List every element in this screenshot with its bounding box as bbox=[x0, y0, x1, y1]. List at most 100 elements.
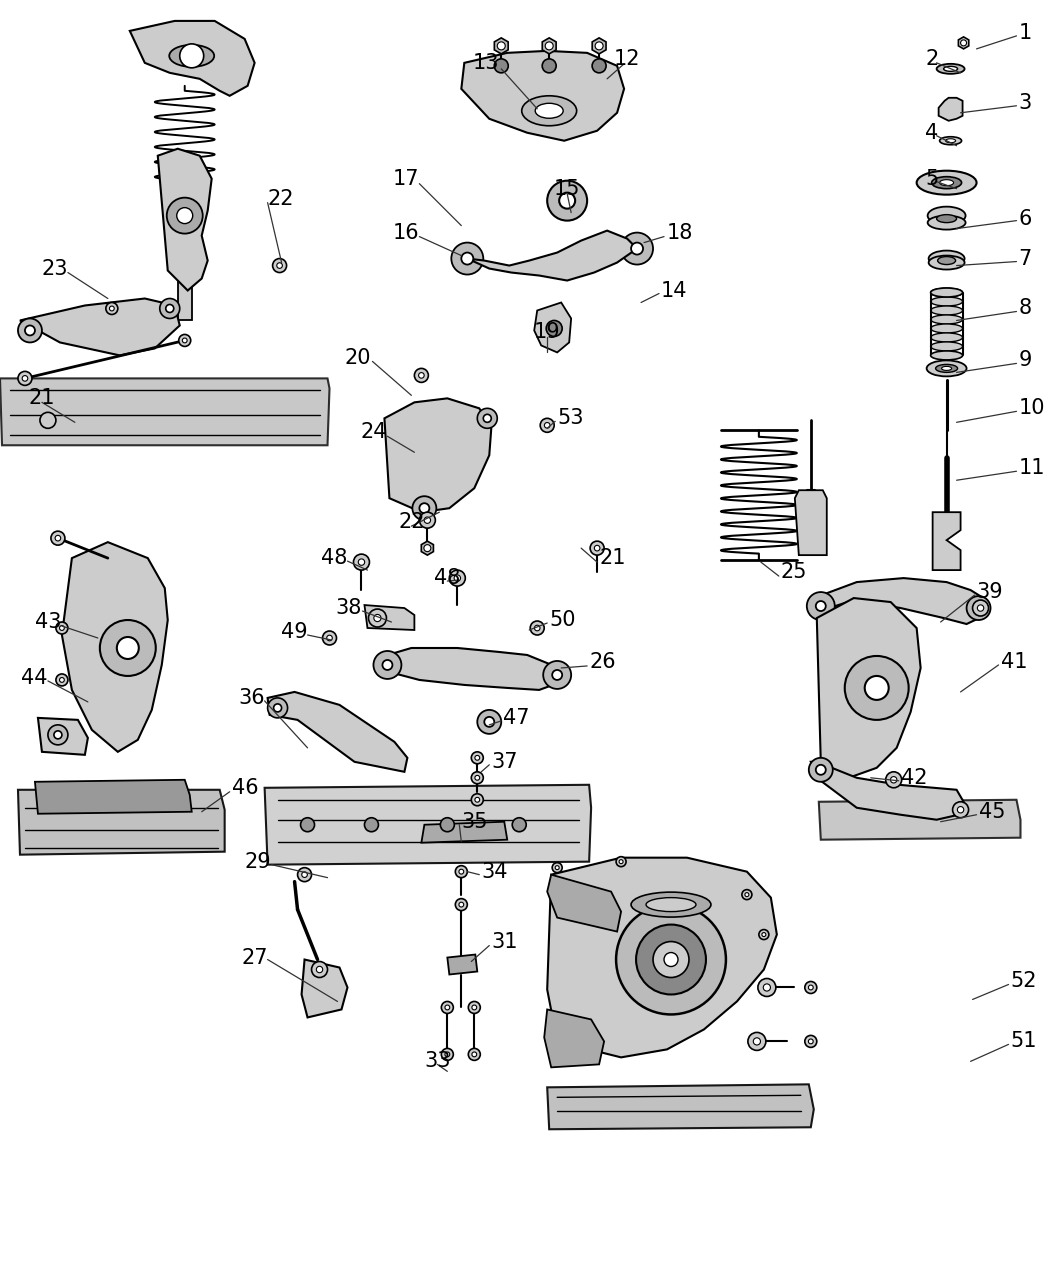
Ellipse shape bbox=[937, 64, 965, 74]
Circle shape bbox=[354, 555, 369, 570]
Ellipse shape bbox=[930, 333, 963, 342]
Circle shape bbox=[592, 59, 606, 73]
Circle shape bbox=[472, 1052, 476, 1057]
Circle shape bbox=[484, 414, 491, 422]
Circle shape bbox=[809, 757, 833, 782]
Ellipse shape bbox=[928, 251, 965, 266]
Text: 4: 4 bbox=[925, 122, 939, 143]
Circle shape bbox=[451, 242, 484, 274]
Circle shape bbox=[485, 717, 494, 727]
Circle shape bbox=[844, 655, 908, 720]
Circle shape bbox=[757, 978, 776, 997]
Text: 13: 13 bbox=[473, 52, 499, 73]
Text: 27: 27 bbox=[241, 947, 267, 968]
Circle shape bbox=[664, 952, 678, 966]
Circle shape bbox=[475, 775, 479, 780]
Ellipse shape bbox=[631, 892, 711, 917]
Circle shape bbox=[748, 1033, 766, 1051]
Polygon shape bbox=[811, 578, 986, 623]
Text: 24: 24 bbox=[361, 422, 387, 442]
Text: 6: 6 bbox=[1019, 209, 1032, 228]
Ellipse shape bbox=[938, 256, 956, 264]
Circle shape bbox=[544, 422, 550, 428]
Circle shape bbox=[961, 40, 966, 46]
Circle shape bbox=[543, 660, 571, 689]
Polygon shape bbox=[593, 38, 606, 54]
Polygon shape bbox=[959, 37, 969, 48]
Text: 19: 19 bbox=[534, 323, 560, 343]
Circle shape bbox=[952, 802, 968, 817]
Text: 38: 38 bbox=[335, 598, 362, 618]
Circle shape bbox=[542, 59, 556, 73]
Circle shape bbox=[477, 710, 501, 734]
Text: 36: 36 bbox=[238, 688, 264, 708]
Text: 37: 37 bbox=[491, 752, 518, 771]
Circle shape bbox=[616, 857, 626, 867]
Text: 18: 18 bbox=[667, 223, 693, 242]
Circle shape bbox=[636, 924, 706, 994]
Text: 12: 12 bbox=[614, 48, 640, 69]
Circle shape bbox=[53, 731, 62, 738]
Circle shape bbox=[273, 259, 286, 273]
Ellipse shape bbox=[928, 255, 965, 269]
Ellipse shape bbox=[937, 214, 957, 223]
Polygon shape bbox=[817, 598, 921, 778]
Ellipse shape bbox=[942, 366, 951, 371]
Circle shape bbox=[445, 1005, 450, 1010]
Circle shape bbox=[176, 208, 193, 223]
Circle shape bbox=[758, 929, 769, 940]
Ellipse shape bbox=[930, 324, 963, 333]
Text: 15: 15 bbox=[554, 179, 580, 199]
Text: 25: 25 bbox=[780, 562, 808, 583]
Ellipse shape bbox=[932, 177, 962, 189]
Circle shape bbox=[166, 305, 174, 312]
Text: 29: 29 bbox=[245, 852, 272, 872]
Circle shape bbox=[277, 263, 282, 268]
Circle shape bbox=[48, 725, 68, 745]
Circle shape bbox=[420, 504, 429, 513]
Circle shape bbox=[595, 42, 603, 50]
Circle shape bbox=[60, 677, 64, 682]
Text: 53: 53 bbox=[557, 408, 583, 428]
Text: 21: 21 bbox=[28, 389, 56, 408]
Text: 11: 11 bbox=[1019, 458, 1045, 478]
Circle shape bbox=[56, 536, 61, 541]
Text: 43: 43 bbox=[36, 612, 62, 632]
Polygon shape bbox=[422, 821, 508, 843]
Polygon shape bbox=[933, 513, 961, 570]
Circle shape bbox=[442, 1048, 453, 1061]
Polygon shape bbox=[548, 1084, 814, 1130]
Polygon shape bbox=[267, 692, 407, 771]
Text: 46: 46 bbox=[232, 778, 258, 798]
Polygon shape bbox=[0, 379, 329, 445]
Circle shape bbox=[116, 638, 138, 659]
Circle shape bbox=[267, 697, 287, 718]
Circle shape bbox=[420, 513, 435, 528]
Text: 47: 47 bbox=[504, 708, 530, 728]
Circle shape bbox=[454, 575, 461, 581]
Ellipse shape bbox=[940, 180, 954, 186]
Circle shape bbox=[805, 982, 817, 993]
Circle shape bbox=[477, 408, 497, 428]
Text: 44: 44 bbox=[21, 668, 48, 688]
Circle shape bbox=[298, 868, 312, 881]
Circle shape bbox=[547, 320, 562, 337]
Circle shape bbox=[419, 372, 424, 379]
Polygon shape bbox=[939, 98, 963, 121]
Polygon shape bbox=[62, 542, 168, 752]
Circle shape bbox=[864, 676, 889, 700]
Circle shape bbox=[468, 1001, 480, 1014]
Text: 31: 31 bbox=[491, 932, 518, 951]
Circle shape bbox=[885, 771, 902, 788]
Circle shape bbox=[555, 866, 559, 870]
Text: 26: 26 bbox=[590, 652, 616, 672]
Polygon shape bbox=[264, 785, 592, 864]
Circle shape bbox=[445, 1052, 450, 1057]
Circle shape bbox=[958, 807, 964, 813]
Circle shape bbox=[414, 368, 428, 382]
Polygon shape bbox=[364, 606, 414, 630]
Text: 10: 10 bbox=[1019, 398, 1045, 418]
Text: 45: 45 bbox=[979, 802, 1005, 822]
Polygon shape bbox=[544, 1010, 604, 1067]
Circle shape bbox=[530, 621, 544, 635]
